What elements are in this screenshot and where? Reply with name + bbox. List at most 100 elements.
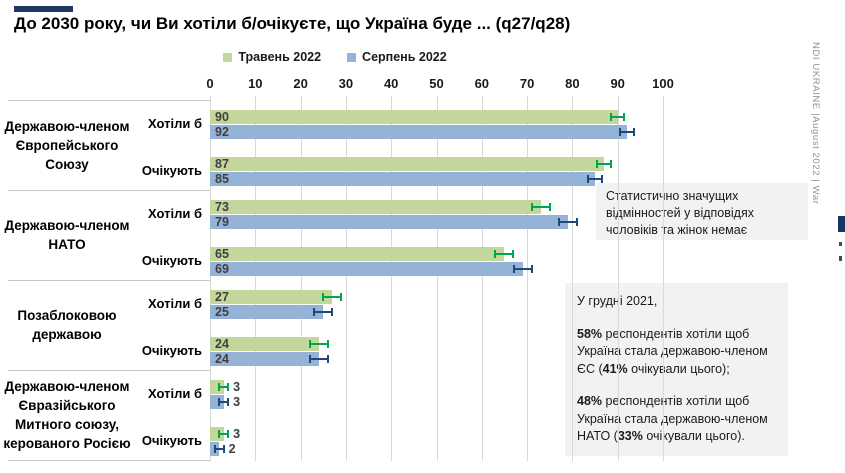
bar-value-label: 73	[215, 200, 229, 214]
response-label: Хотіли б	[148, 206, 202, 221]
error-cap	[227, 398, 230, 406]
response-label: Очікують	[141, 343, 202, 358]
error-cap	[557, 218, 560, 226]
bar-aug-2022	[210, 215, 568, 229]
cutoff-fragment-blue	[838, 216, 845, 232]
side-watermark: NDI UKRAINE |August 2022 | War	[810, 42, 821, 205]
legend-swatch-may-icon	[223, 52, 233, 62]
error-cap	[227, 383, 230, 391]
error-bar-may	[322, 293, 343, 301]
bar-value-label: 65	[215, 247, 229, 261]
error-cap	[222, 445, 225, 453]
error-cap	[530, 203, 533, 211]
response-label: Хотіли б	[148, 386, 202, 401]
error-cap	[340, 293, 343, 301]
gridline	[345, 96, 347, 461]
error-cap	[494, 250, 497, 258]
response-label: Очікують	[141, 433, 202, 448]
bar-value-label: 24	[215, 352, 229, 366]
error-bar-may	[596, 160, 612, 168]
gender-note-text: Статистично значущих відмінностей у відп…	[606, 189, 754, 237]
response-label: Очікують	[141, 163, 202, 178]
bar-may-2022	[210, 337, 319, 351]
axis-tick-label: 40	[383, 76, 399, 91]
response-label: Очікують	[141, 253, 202, 268]
december-note-box: У грудні 2021, 58% респондентів хотіли що…	[565, 283, 788, 456]
gridline	[527, 96, 529, 461]
error-bar-aug	[218, 398, 230, 406]
error-cap	[218, 383, 221, 391]
error-cap	[227, 430, 230, 438]
error-cap	[623, 113, 626, 121]
category-label: Державою-членом Євразійського Митного со…	[3, 379, 131, 451]
bar-aug-2022	[210, 125, 627, 139]
separator-line	[8, 280, 210, 281]
bar-value-label: 3	[233, 427, 241, 441]
axis-tick-label: 10	[248, 76, 263, 91]
cutoff-fragment-dot	[839, 242, 842, 246]
error-bar-may	[308, 340, 329, 348]
bar-may-2022	[210, 200, 541, 214]
bar-aug-2022	[210, 172, 596, 186]
error-cap	[213, 445, 216, 453]
error-cap	[331, 308, 334, 316]
error-cap	[609, 113, 612, 121]
error-cap	[596, 160, 599, 168]
bar-aug-2022	[210, 395, 224, 409]
note-paragraph: 48% респондентів хотіли щоб Україна стал…	[577, 394, 768, 443]
bar-may-2022	[210, 290, 333, 304]
bar-may-2022	[210, 157, 605, 171]
gender-note-box: Статистично значущих відмінностей у відп…	[596, 183, 808, 240]
error-cap	[575, 218, 578, 226]
legend-label: Серпень 2022	[362, 50, 447, 64]
category-label: Державою-членом НАТО	[4, 218, 130, 252]
error-bar-aug	[512, 265, 533, 273]
error-cap	[512, 250, 515, 258]
gridline	[300, 96, 302, 461]
error-cap	[308, 340, 311, 348]
gridline	[255, 96, 257, 461]
error-bar-may	[609, 113, 626, 121]
gridline	[210, 96, 211, 461]
error-bar-may	[530, 203, 551, 211]
gridline	[617, 96, 619, 461]
bar-value-label: 87	[215, 157, 229, 171]
separator-line	[8, 460, 210, 461]
bar-value-label: 85	[215, 172, 229, 186]
cutoff-fragment-dot	[839, 256, 842, 261]
error-bar-aug	[213, 445, 225, 453]
axis-tick-label: 100	[652, 76, 674, 91]
error-cap	[326, 340, 329, 348]
error-bar-aug	[557, 218, 578, 226]
note-paragraph: У грудні 2021,	[577, 294, 658, 308]
page-title: До 2030 року, чи Ви хотіли б/очікуєте, щ…	[14, 14, 571, 33]
error-cap	[313, 308, 316, 316]
bar-value-label: 24	[215, 337, 229, 351]
error-bar-may	[494, 250, 515, 258]
error-cap	[632, 128, 635, 136]
legend-label: Травень 2022	[238, 50, 322, 64]
error-cap	[530, 265, 533, 273]
separator-line	[8, 370, 210, 371]
bar-value-label: 3	[233, 380, 241, 394]
bar-aug-2022	[210, 262, 523, 276]
bar-may-2022	[210, 427, 224, 441]
title-accent-bar	[14, 6, 73, 12]
legend-item: Серпень 2022	[347, 50, 447, 64]
bar-value-label: 25	[215, 305, 229, 319]
error-cap	[322, 293, 325, 301]
bar-value-label: 27	[215, 290, 229, 304]
axis-tick-label: 70	[519, 76, 535, 91]
gridline	[391, 96, 393, 461]
error-cap	[548, 203, 551, 211]
response-label: Хотіли б	[148, 296, 202, 311]
bar-value-label: 3	[233, 395, 241, 409]
error-bar-aug	[313, 308, 334, 316]
error-cap	[618, 128, 621, 136]
error-cap	[512, 265, 515, 273]
bar-value-label: 2	[228, 442, 236, 456]
bar-aug-2022	[210, 352, 319, 366]
bar-may-2022	[210, 380, 224, 394]
separator-line	[8, 100, 210, 101]
